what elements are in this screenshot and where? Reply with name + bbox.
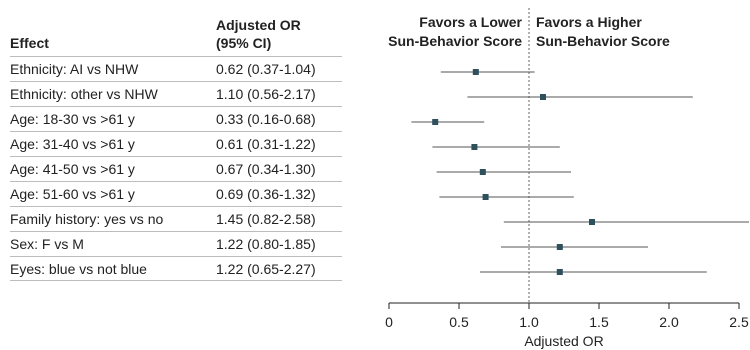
odds-ratio-value: 0.69 (0.36-1.32) <box>216 186 316 202</box>
odds-ratio-marker <box>540 94 546 100</box>
odds-ratio-marker <box>482 194 489 200</box>
effect-label: Age: 41-50 vs >61 y <box>10 161 135 177</box>
table-row: Age: 41-50 vs >61 y 0.67 (0.34-1.30) <box>10 156 342 181</box>
x-axis-tick-label: 2.0 <box>659 314 679 330</box>
effect-label: Family history: yes vs no <box>10 211 164 227</box>
favor-headers: Favors a Lower Sun-Behavior Score Favors… <box>388 14 670 49</box>
odds-ratio-value: 0.61 (0.31-1.22) <box>216 136 316 152</box>
odds-ratio-marker <box>589 219 595 225</box>
odds-ratio-value: 1.22 (0.65-2.27) <box>216 261 316 277</box>
x-axis-tick-label: 1.5 <box>589 314 609 330</box>
odds-ratio-column-header: Adjusted OR (95% CI) <box>216 16 301 52</box>
favors-higher-header-line-2: Sun-Behavior Score <box>536 33 670 49</box>
odds-ratio-header-line-1: Adjusted OR <box>216 17 301 33</box>
effect-label: Ethnicity: other vs NHW <box>10 86 158 102</box>
table-row: Age: 51-60 vs >61 y 0.69 (0.36-1.32) <box>10 181 342 206</box>
favors-lower-header-line-1: Favors a Lower <box>419 14 522 30</box>
odds-ratio-value: 1.45 (0.82-2.58) <box>216 211 316 227</box>
x-axis-tick-label: 2.5 <box>729 314 749 330</box>
odds-ratio-marker <box>432 119 439 125</box>
odds-ratio-header-line-2: (95% CI) <box>216 35 272 51</box>
odds-ratio-marker <box>472 69 479 75</box>
x-axis-tick-label: 0 <box>385 314 393 330</box>
x-axis-tick-label: 1.0 <box>519 314 539 330</box>
effect-label: Sex: F vs M <box>10 236 84 252</box>
odds-ratio-marker <box>556 269 563 275</box>
odds-ratio-value: 1.22 (0.80-1.85) <box>216 236 316 252</box>
table-row: Ethnicity: other vs NHW 1.10 (0.56-2.17) <box>10 81 342 106</box>
effect-label: Age: 31-40 vs >61 y <box>10 136 135 152</box>
x-axis-tick-label: 0.5 <box>449 314 469 330</box>
effect-label: Ethnicity: AI vs NHW <box>10 61 139 77</box>
odds-ratio-marker <box>471 144 478 150</box>
odds-ratio-value: 1.10 (0.56-2.17) <box>216 86 316 102</box>
effect-column-header: Effect <box>10 35 49 51</box>
effect-label: Age: 51-60 vs >61 y <box>10 186 135 202</box>
odds-ratio-marker <box>556 244 563 250</box>
odds-ratio-value: 0.67 (0.34-1.30) <box>216 161 316 177</box>
effect-label: Eyes: blue vs not blue <box>10 261 147 277</box>
table-row: Family history: yes vs no 1.45 (0.82-2.5… <box>10 206 342 231</box>
table-row: Ethnicity: AI vs NHW 0.62 (0.37-1.04) <box>10 56 342 81</box>
favors-lower-header-line-2: Sun-Behavior Score <box>388 33 522 49</box>
table-row: Age: 18-30 vs >61 y 0.33 (0.16-0.68) <box>10 106 342 131</box>
table-row: Sex: F vs M 1.22 (0.80-1.85) <box>10 231 342 256</box>
odds-ratio-marker <box>479 169 486 175</box>
favors-higher-header-line-1: Favors a Higher <box>536 14 642 30</box>
odds-ratio-value: 0.33 (0.16-0.68) <box>216 111 316 127</box>
odds-ratio-value: 0.62 (0.37-1.04) <box>216 61 316 77</box>
table-row: Eyes: blue vs not blue 1.22 (0.65-2.27) <box>10 256 342 281</box>
x-axis-label: Adjusted OR <box>524 333 603 349</box>
table-row: Age: 31-40 vs >61 y 0.61 (0.31-1.22) <box>10 131 342 156</box>
effect-table: Ethnicity: AI vs NHW 0.62 (0.37-1.04) Et… <box>10 56 342 281</box>
effect-label: Age: 18-30 vs >61 y <box>10 111 135 127</box>
